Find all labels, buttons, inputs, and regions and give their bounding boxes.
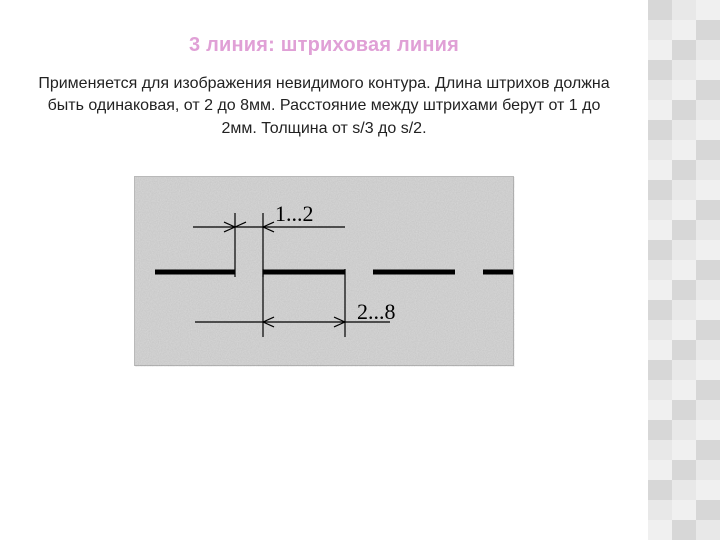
slide-description: Применяется для изображения невидимого к…: [0, 73, 648, 140]
slide-title: 3 линия: штриховая линия: [0, 34, 648, 57]
dash-line-diagram: 1...2 2...8: [134, 176, 514, 366]
diagram-container: 1...2 2...8: [0, 176, 648, 366]
slide-content: 3 линия: штриховая линия Применяется для…: [0, 0, 648, 540]
dash-dimension-label: 2...8: [357, 299, 396, 325]
gap-dimension-label: 1...2: [275, 201, 314, 227]
side-pattern: [648, 0, 720, 540]
diagram-svg: [135, 177, 515, 367]
